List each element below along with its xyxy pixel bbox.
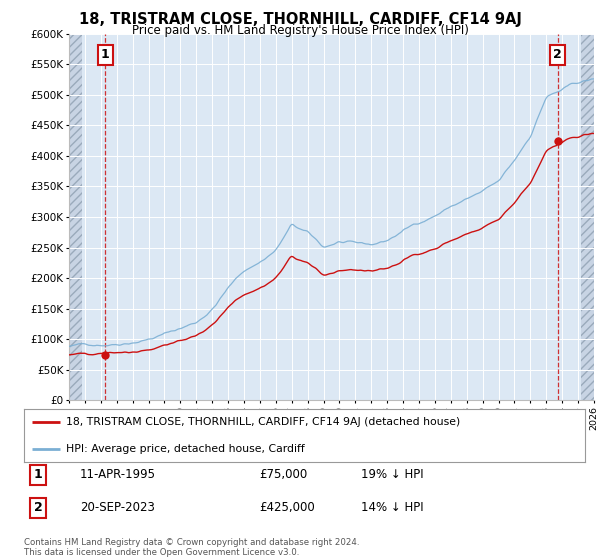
Text: HPI: Average price, detached house, Cardiff: HPI: Average price, detached house, Card… xyxy=(66,444,305,454)
Text: 1: 1 xyxy=(34,468,43,482)
Text: 2: 2 xyxy=(34,501,43,515)
Text: £425,000: £425,000 xyxy=(260,501,316,515)
Text: 18, TRISTRAM CLOSE, THORNHILL, CARDIFF, CF14 9AJ (detached house): 18, TRISTRAM CLOSE, THORNHILL, CARDIFF, … xyxy=(66,417,460,427)
Text: Contains HM Land Registry data © Crown copyright and database right 2024.
This d: Contains HM Land Registry data © Crown c… xyxy=(24,538,359,557)
Text: Price paid vs. HM Land Registry's House Price Index (HPI): Price paid vs. HM Land Registry's House … xyxy=(131,24,469,36)
Text: 1: 1 xyxy=(101,49,110,62)
Bar xyxy=(581,34,597,400)
Text: 14% ↓ HPI: 14% ↓ HPI xyxy=(361,501,423,515)
Text: 19% ↓ HPI: 19% ↓ HPI xyxy=(361,468,423,482)
Text: 2: 2 xyxy=(553,49,562,62)
Bar xyxy=(69,34,82,400)
Text: 11-APR-1995: 11-APR-1995 xyxy=(80,468,156,482)
Text: £75,000: £75,000 xyxy=(260,468,308,482)
Text: 18, TRISTRAM CLOSE, THORNHILL, CARDIFF, CF14 9AJ: 18, TRISTRAM CLOSE, THORNHILL, CARDIFF, … xyxy=(79,12,521,27)
Text: 20-SEP-2023: 20-SEP-2023 xyxy=(80,501,155,515)
